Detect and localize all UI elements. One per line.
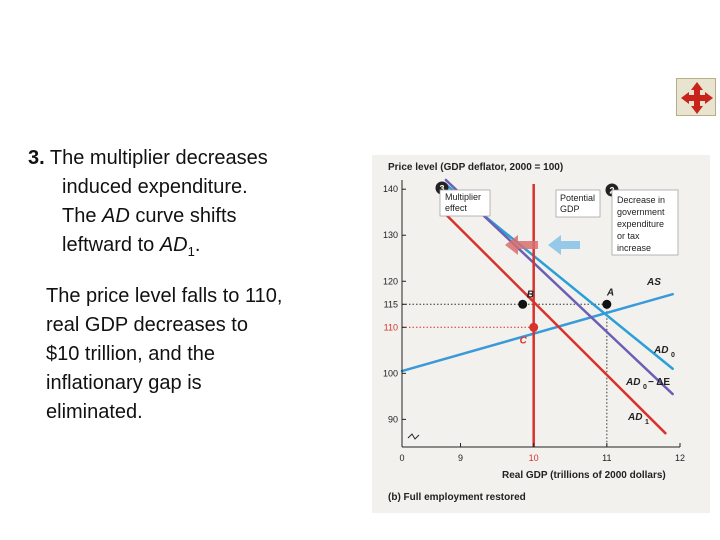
y-tick-label: 110 bbox=[384, 322, 398, 332]
result-line: The price level falls to 110, bbox=[46, 285, 283, 307]
ad1-label: AD bbox=[627, 412, 642, 423]
ad0-sub: 0 bbox=[671, 352, 675, 359]
result-line: real GDP decreases to bbox=[46, 314, 248, 336]
point-line-2: induced expenditure. bbox=[62, 176, 248, 198]
ad0-minus-sub: 0 bbox=[643, 384, 647, 391]
point-line-3: The AD curve shifts bbox=[62, 205, 237, 227]
multiplier-arrow-icon bbox=[505, 235, 538, 255]
x-tick-label: 0 bbox=[399, 453, 404, 463]
decrease-label: Decrease in bbox=[617, 195, 665, 205]
x-tick-label: 12 bbox=[675, 453, 685, 463]
ad1-curve bbox=[444, 213, 667, 435]
decrease-label: or tax bbox=[617, 231, 640, 241]
four-way-arrows-icon bbox=[681, 82, 713, 114]
result-line: eliminated. bbox=[46, 401, 143, 423]
as-label: AS bbox=[646, 277, 661, 288]
x-tick-label: 9 bbox=[458, 453, 463, 463]
marker-3-label: 3 bbox=[439, 184, 444, 194]
potential-gdp-label: Potential bbox=[560, 193, 595, 203]
x-tick-label: 10 bbox=[529, 453, 539, 463]
axis-break-icon bbox=[407, 433, 420, 440]
ad0-label: AD bbox=[653, 345, 668, 356]
multiplier-box bbox=[439, 189, 491, 217]
ad0-minus-label: AD bbox=[625, 377, 640, 388]
point-a-label: A bbox=[606, 287, 614, 298]
result-paragraph: The price level falls to 110, real GDP d… bbox=[46, 282, 366, 427]
point-line-1: The multiplier decreases bbox=[49, 147, 268, 169]
as-curve bbox=[400, 292, 674, 373]
key-point: 3. The multiplier decreases induced expe… bbox=[28, 144, 358, 266]
decrease-label: expenditure bbox=[617, 219, 664, 229]
result-line: inflationary gap is bbox=[46, 372, 202, 394]
y-tick-label: 100 bbox=[383, 368, 398, 378]
multiplier-label: effect bbox=[445, 203, 467, 213]
economics-chart: Price level (GDP deflator, 2000 = 100) R… bbox=[372, 155, 710, 513]
y-tick-label: 140 bbox=[383, 184, 398, 194]
y-axis-title: Price level (GDP deflator, 2000 = 100) bbox=[388, 162, 563, 173]
x-tick-label: 11 bbox=[602, 453, 611, 463]
point-b bbox=[518, 299, 528, 309]
decrease-arrow-icon bbox=[548, 235, 580, 255]
chart-caption: (b) Full employment restored bbox=[388, 492, 526, 503]
result-line: $10 trillion, and the bbox=[46, 343, 216, 365]
point-number: 3. bbox=[28, 147, 45, 169]
chart-svg: Price level (GDP deflator, 2000 = 100) R… bbox=[383, 162, 685, 503]
y-tick-label: 130 bbox=[383, 230, 398, 240]
y-tick-label: 115 bbox=[384, 299, 398, 309]
point-a bbox=[602, 299, 612, 309]
potential-gdp-box bbox=[555, 189, 601, 218]
decrease-label: increase bbox=[617, 243, 651, 253]
potential-gdp-label: GDP bbox=[560, 204, 580, 214]
y-tick-label: 90 bbox=[388, 414, 398, 424]
x-axis-title: Real GDP (trillions of 2000 dollars) bbox=[502, 470, 666, 481]
point-b-label: B bbox=[527, 289, 534, 300]
multiplier-label: Multiplier bbox=[445, 192, 481, 202]
navigation-button[interactable] bbox=[676, 78, 716, 116]
point-line-4: leftward to AD1. bbox=[62, 234, 201, 259]
ad0-minus-rest: − ΔE bbox=[648, 377, 670, 388]
ad1-sub: 1 bbox=[645, 419, 649, 426]
point-c-label: C bbox=[520, 335, 528, 346]
decrease-label: government bbox=[617, 207, 665, 217]
y-tick-label: 120 bbox=[383, 276, 398, 286]
point-c bbox=[529, 322, 539, 332]
decrease-box bbox=[611, 189, 679, 256]
